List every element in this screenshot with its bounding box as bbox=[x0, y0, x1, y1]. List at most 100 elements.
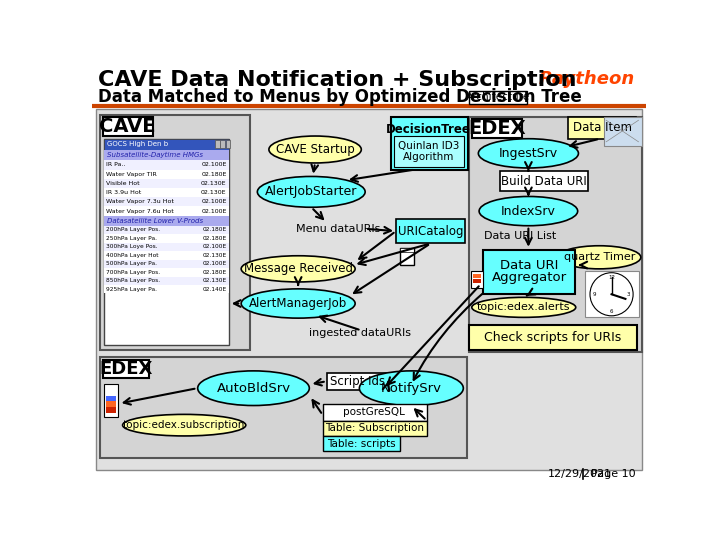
Text: 02.140E: 02.140E bbox=[202, 287, 227, 292]
FancyBboxPatch shape bbox=[500, 171, 588, 191]
Text: 700hPa Layer Pos.: 700hPa Layer Pos. bbox=[107, 270, 161, 275]
Text: URICatalog: URICatalog bbox=[398, 225, 464, 238]
FancyBboxPatch shape bbox=[327, 373, 388, 390]
Text: 02.130E: 02.130E bbox=[201, 181, 227, 186]
FancyBboxPatch shape bbox=[104, 206, 229, 215]
Text: Raytheon: Raytheon bbox=[539, 70, 634, 87]
FancyBboxPatch shape bbox=[96, 110, 642, 470]
Text: IndexSrv: IndexSrv bbox=[501, 205, 556, 218]
FancyBboxPatch shape bbox=[472, 119, 522, 138]
Ellipse shape bbox=[241, 256, 355, 282]
Text: Table: Subscription: Table: Subscription bbox=[325, 423, 424, 433]
Text: Quinlan ID3: Quinlan ID3 bbox=[398, 141, 460, 151]
Text: AlertManagerJob: AlertManagerJob bbox=[249, 297, 347, 310]
Text: 02.130E: 02.130E bbox=[202, 278, 227, 284]
Text: ingested dataURIs: ingested dataURIs bbox=[309, 328, 410, 338]
FancyBboxPatch shape bbox=[220, 140, 225, 148]
FancyBboxPatch shape bbox=[99, 357, 467, 457]
Text: postGreSQL: postGreSQL bbox=[343, 407, 405, 417]
FancyBboxPatch shape bbox=[104, 139, 229, 345]
Text: 02.100E: 02.100E bbox=[201, 199, 227, 204]
FancyBboxPatch shape bbox=[104, 179, 229, 188]
FancyBboxPatch shape bbox=[585, 271, 639, 318]
Text: topic:edex.alerts: topic:edex.alerts bbox=[477, 302, 570, 312]
Text: NotifySrv: NotifySrv bbox=[381, 382, 442, 395]
Ellipse shape bbox=[122, 414, 246, 436]
Text: 02.100E: 02.100E bbox=[201, 163, 227, 167]
Text: 200hPa Layer Pos.: 200hPa Layer Pos. bbox=[107, 227, 161, 232]
Text: 02.100E: 02.100E bbox=[202, 261, 227, 266]
Text: Data Matched to Menus by Optimized Decision Tree: Data Matched to Menus by Optimized Decis… bbox=[98, 88, 582, 106]
FancyBboxPatch shape bbox=[104, 215, 229, 226]
Ellipse shape bbox=[479, 197, 577, 226]
Text: 02.180E: 02.180E bbox=[202, 236, 227, 241]
Text: 02.180E: 02.180E bbox=[202, 270, 227, 275]
Text: Menu dataURIs: Menu dataURIs bbox=[296, 224, 380, 234]
FancyBboxPatch shape bbox=[104, 197, 229, 206]
Text: Check scripts for URIs: Check scripts for URIs bbox=[485, 331, 621, 344]
Text: Data Item: Data Item bbox=[573, 122, 632, 134]
Text: 02.100E: 02.100E bbox=[202, 245, 227, 249]
FancyBboxPatch shape bbox=[99, 115, 250, 350]
Text: CAVE Data Notification + Subscription: CAVE Data Notification + Subscription bbox=[98, 70, 577, 90]
FancyBboxPatch shape bbox=[400, 248, 414, 265]
Text: topic:edex.subscription: topic:edex.subscription bbox=[123, 420, 246, 430]
Text: Water Vapor TIR: Water Vapor TIR bbox=[107, 172, 157, 177]
Text: quartz Timer: quartz Timer bbox=[564, 252, 635, 262]
Text: AlertJobStarter: AlertJobStarter bbox=[265, 185, 357, 198]
Ellipse shape bbox=[198, 371, 310, 406]
FancyBboxPatch shape bbox=[104, 285, 229, 294]
Text: Build Data URI: Build Data URI bbox=[501, 174, 587, 187]
Text: DecisionTree: DecisionTree bbox=[386, 123, 471, 136]
Ellipse shape bbox=[359, 371, 464, 406]
FancyBboxPatch shape bbox=[104, 242, 229, 251]
Ellipse shape bbox=[241, 289, 355, 318]
Text: 250hPa Layer Pa.: 250hPa Layer Pa. bbox=[107, 236, 158, 241]
Text: 12: 12 bbox=[608, 275, 615, 280]
Text: IngestSrv: IngestSrv bbox=[499, 147, 558, 160]
Text: CAVE Startup: CAVE Startup bbox=[276, 143, 354, 156]
FancyBboxPatch shape bbox=[396, 219, 465, 244]
FancyBboxPatch shape bbox=[394, 137, 464, 167]
FancyBboxPatch shape bbox=[226, 140, 230, 148]
Text: Water Vapor 7.3u Hot: Water Vapor 7.3u Hot bbox=[107, 199, 174, 204]
FancyBboxPatch shape bbox=[104, 188, 229, 197]
FancyBboxPatch shape bbox=[469, 117, 642, 352]
FancyBboxPatch shape bbox=[104, 276, 229, 285]
FancyBboxPatch shape bbox=[102, 360, 149, 378]
FancyBboxPatch shape bbox=[469, 91, 527, 104]
Text: Data URI List: Data URI List bbox=[484, 231, 556, 241]
Text: CAVE: CAVE bbox=[99, 117, 156, 136]
Text: Architecture: Architecture bbox=[466, 92, 530, 102]
FancyBboxPatch shape bbox=[104, 268, 229, 276]
FancyBboxPatch shape bbox=[104, 260, 229, 268]
FancyBboxPatch shape bbox=[104, 384, 118, 417]
FancyBboxPatch shape bbox=[215, 140, 220, 148]
Text: Subsatellite-Daytime HMGs: Subsatellite-Daytime HMGs bbox=[107, 152, 203, 158]
FancyBboxPatch shape bbox=[104, 234, 229, 242]
Text: EDEX: EDEX bbox=[468, 119, 526, 138]
Text: EDEX: EDEX bbox=[99, 360, 153, 378]
Text: GOCS High Den b: GOCS High Den b bbox=[107, 141, 168, 147]
Text: 02.180E: 02.180E bbox=[202, 227, 227, 232]
FancyBboxPatch shape bbox=[472, 271, 483, 288]
FancyBboxPatch shape bbox=[473, 279, 482, 284]
FancyBboxPatch shape bbox=[104, 150, 229, 160]
FancyBboxPatch shape bbox=[102, 117, 153, 136]
Text: 02.180E: 02.180E bbox=[201, 172, 227, 177]
Text: 02.130E: 02.130E bbox=[202, 253, 227, 258]
FancyBboxPatch shape bbox=[568, 117, 636, 139]
Text: IR Pa..: IR Pa.. bbox=[107, 163, 126, 167]
FancyBboxPatch shape bbox=[104, 139, 229, 150]
Text: 925hPa Layer Pa.: 925hPa Layer Pa. bbox=[107, 287, 158, 292]
FancyBboxPatch shape bbox=[473, 274, 482, 278]
Ellipse shape bbox=[257, 177, 365, 207]
FancyBboxPatch shape bbox=[106, 396, 117, 401]
FancyBboxPatch shape bbox=[92, 65, 647, 107]
Ellipse shape bbox=[472, 298, 576, 318]
Text: 400hPa Layer Hot: 400hPa Layer Hot bbox=[107, 253, 159, 258]
FancyBboxPatch shape bbox=[604, 117, 642, 146]
Text: 02.130E: 02.130E bbox=[201, 190, 227, 195]
Text: 500hPa Layer Pa.: 500hPa Layer Pa. bbox=[107, 261, 158, 266]
Circle shape bbox=[590, 273, 633, 316]
